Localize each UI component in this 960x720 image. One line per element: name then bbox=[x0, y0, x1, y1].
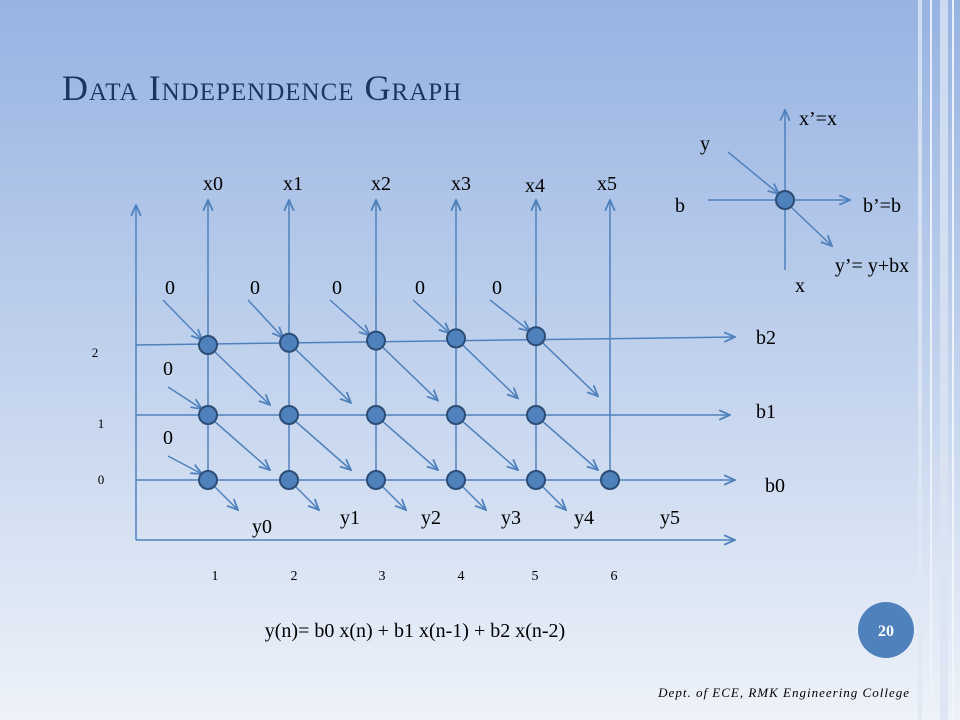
input-arrow bbox=[247, 299, 283, 338]
node bbox=[526, 405, 546, 425]
flow-arrow bbox=[293, 347, 351, 403]
side-stripes bbox=[918, 0, 954, 720]
flow-arrow bbox=[540, 419, 598, 470]
input-arrow bbox=[167, 455, 202, 474]
row-label: b1 bbox=[756, 401, 776, 423]
legend-label: y bbox=[700, 133, 710, 155]
legend-node bbox=[775, 190, 795, 210]
node bbox=[198, 335, 218, 355]
flow-arrow bbox=[460, 342, 518, 398]
node bbox=[526, 470, 546, 490]
x-label: x5 bbox=[597, 173, 617, 195]
y-label: y3 bbox=[501, 507, 521, 529]
legend-label: x’=x bbox=[799, 108, 837, 130]
flow-arrow bbox=[212, 484, 238, 510]
top-input: 0 bbox=[415, 277, 425, 299]
input-arrow bbox=[167, 386, 202, 409]
node bbox=[198, 405, 218, 425]
page-number: 20 bbox=[878, 623, 894, 640]
legend: y x’=x b b’=b y’= y+bx x bbox=[675, 108, 909, 297]
column-index: 6 bbox=[611, 569, 618, 584]
y-label: y4 bbox=[574, 507, 594, 529]
left-input: 0 bbox=[163, 427, 173, 449]
legend-line bbox=[727, 151, 779, 194]
legend-label: x bbox=[795, 275, 805, 297]
column-index: 1 bbox=[212, 569, 219, 584]
column-index: 2 bbox=[291, 569, 298, 584]
legend-label: b bbox=[675, 195, 685, 217]
column-index: 4 bbox=[458, 569, 465, 584]
input-arrow bbox=[329, 299, 370, 336]
x-label: x0 bbox=[203, 173, 223, 195]
y-label: y1 bbox=[340, 507, 360, 529]
flow-arrow bbox=[293, 419, 351, 470]
input-arrow bbox=[162, 299, 202, 340]
flow-arrow bbox=[212, 349, 270, 405]
left-input: 0 bbox=[163, 358, 173, 380]
top-input: 0 bbox=[165, 277, 175, 299]
row-label: b0 bbox=[765, 475, 785, 497]
flow-arrow bbox=[540, 484, 566, 510]
top-input: 0 bbox=[332, 277, 342, 299]
node bbox=[279, 470, 299, 490]
column-index: 5 bbox=[532, 569, 539, 584]
y-label: y2 bbox=[421, 507, 441, 529]
node bbox=[446, 470, 466, 490]
flow-arrow bbox=[460, 419, 518, 470]
top-input: 0 bbox=[492, 277, 502, 299]
row-index: 0 bbox=[98, 472, 105, 487]
node bbox=[526, 326, 546, 347]
flow-arrow bbox=[212, 419, 270, 470]
row-label: b2 bbox=[756, 327, 776, 349]
legend-line bbox=[789, 205, 832, 246]
x-label: x1 bbox=[283, 173, 303, 195]
flow-arrow bbox=[460, 484, 486, 510]
x-label: x4 bbox=[525, 175, 545, 197]
flow-arrow bbox=[540, 340, 598, 396]
y-label: y0 bbox=[252, 516, 272, 538]
equation: y(n)= b0 x(n) + b1 x(n-1) + b2 x(n-2) bbox=[265, 620, 565, 642]
node bbox=[366, 470, 386, 490]
footer: Dept. of ECE, RMK Engineering College bbox=[657, 685, 910, 700]
flow-arrow bbox=[293, 484, 319, 510]
node bbox=[366, 405, 386, 425]
node bbox=[279, 405, 299, 425]
node bbox=[446, 405, 466, 425]
node bbox=[446, 328, 466, 349]
row-line bbox=[135, 337, 735, 346]
flow-arrow bbox=[380, 345, 438, 401]
slide-title: Data Independence Graph bbox=[62, 68, 462, 108]
x-label: x3 bbox=[451, 173, 471, 195]
flow-arrow bbox=[380, 484, 406, 510]
input-arrow bbox=[489, 299, 530, 331]
node bbox=[366, 330, 386, 351]
legend-label: b’=b bbox=[863, 195, 901, 217]
row-index: 2 bbox=[92, 345, 99, 360]
row-index: 1 bbox=[98, 416, 105, 431]
column-index: 3 bbox=[379, 569, 386, 584]
node bbox=[198, 470, 218, 490]
page-badge bbox=[858, 602, 914, 658]
x-label: x2 bbox=[371, 173, 391, 195]
y-label: y5 bbox=[660, 507, 680, 529]
legend-label: y’= y+bx bbox=[835, 255, 909, 277]
node bbox=[600, 470, 620, 490]
input-arrow bbox=[412, 299, 450, 333]
top-input: 0 bbox=[250, 277, 260, 299]
node bbox=[279, 332, 299, 353]
flow-arrow bbox=[380, 419, 438, 470]
